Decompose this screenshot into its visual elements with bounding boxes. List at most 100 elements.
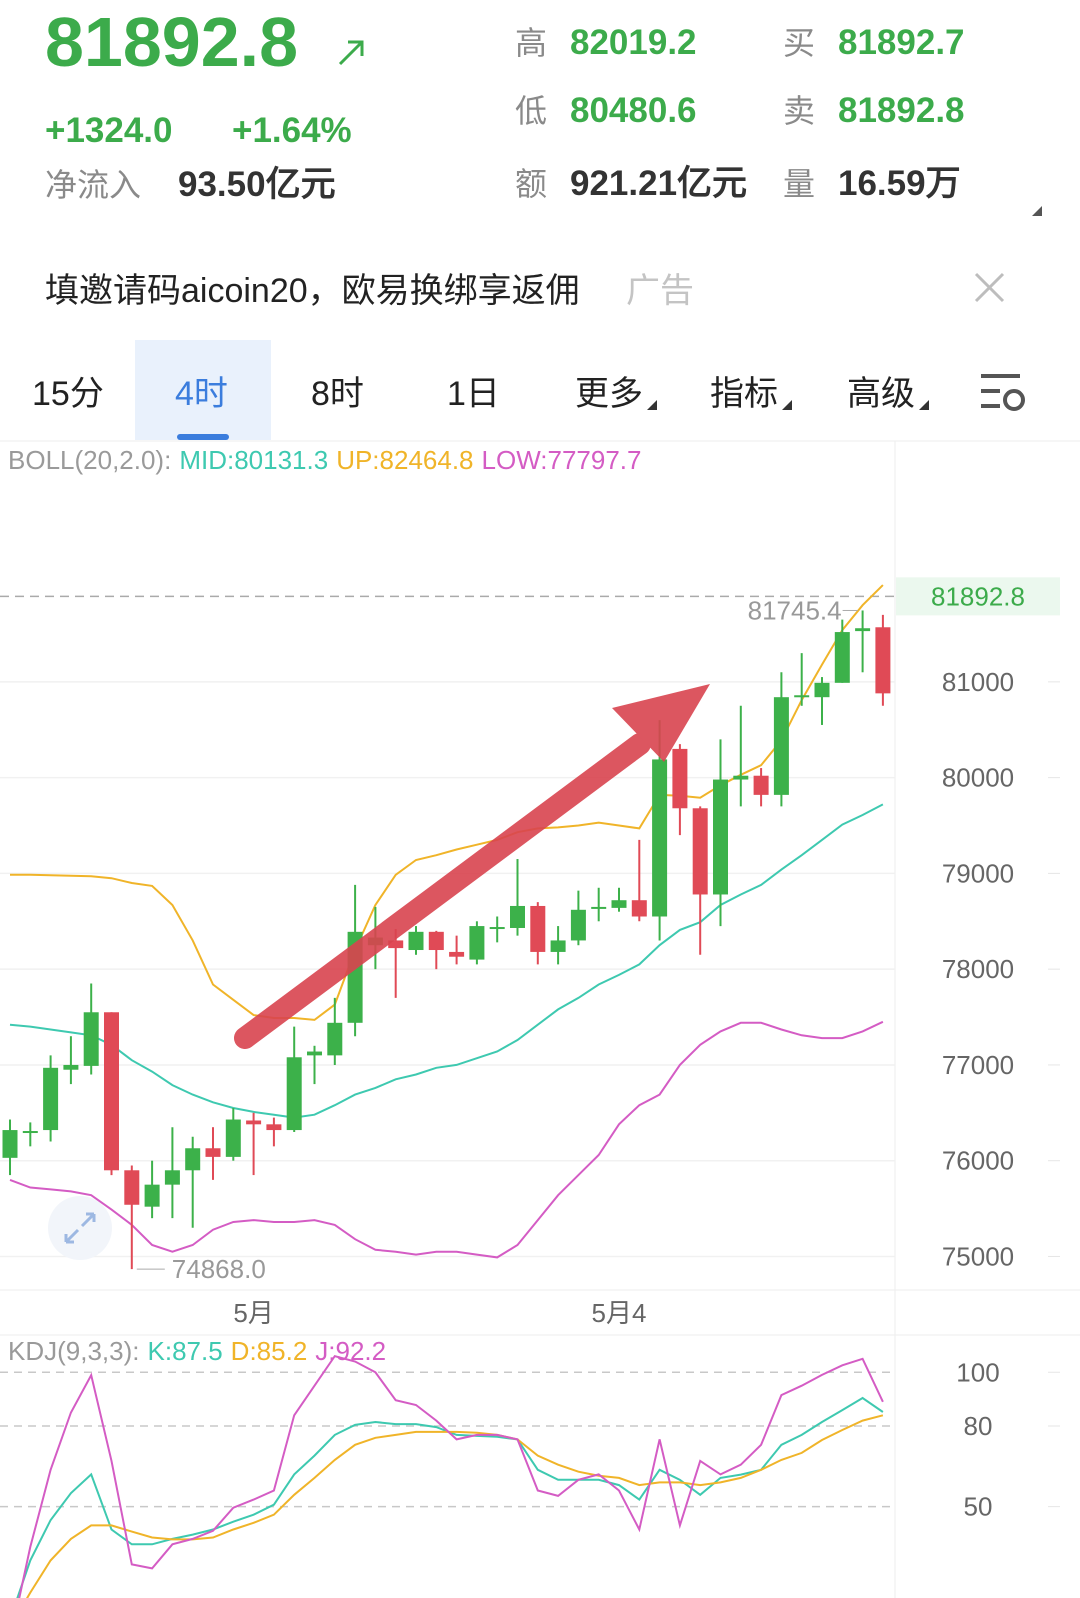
indicator-line — [9, 1020, 884, 1259]
candle-body — [246, 1120, 262, 1125]
dropdown-caret — [647, 400, 657, 410]
candle-body — [753, 775, 769, 795]
stat-value: 81892.8 — [838, 91, 965, 130]
last-price: 81892.8 — [45, 3, 298, 81]
tab[interactable]: 4时 — [175, 375, 228, 413]
dropdown-caret — [919, 400, 929, 410]
ad-tag: 广告 — [626, 272, 694, 310]
stat-label: 额 — [515, 166, 547, 202]
candle-body — [164, 1170, 180, 1185]
stat-value: 921.21亿元 — [570, 164, 747, 203]
candle-body — [794, 695, 810, 698]
stat-label: 买 — [783, 25, 815, 61]
candle-body — [449, 951, 465, 957]
active-tab-bg — [135, 340, 271, 440]
y-tick-label: 79000 — [942, 858, 1014, 888]
candle-body — [672, 748, 688, 809]
candle-body — [286, 1057, 302, 1131]
price-change: +1324.0 — [45, 111, 173, 150]
y-tick-label: 50 — [964, 1492, 993, 1522]
candle-body — [63, 1064, 79, 1070]
candle-body — [83, 1012, 99, 1066]
candle-body — [408, 931, 424, 951]
trend-arrow — [234, 684, 710, 1049]
tab[interactable]: 1日 — [447, 375, 500, 413]
stats: 高 82019.2 买 81892.7 低 80480.6 卖 81892.8 额 921.21亿… — [515, 23, 965, 203]
candle-body — [307, 1051, 322, 1056]
y-tick-label: 80000 — [942, 763, 1014, 793]
stat-label: 量 — [783, 166, 815, 202]
legend-entry: LOW:77797.7 — [482, 445, 642, 475]
y-tick-label: 77000 — [942, 1050, 1014, 1080]
candle-body — [773, 697, 789, 795]
candle-body — [469, 926, 485, 960]
y-tick-label: 78000 — [942, 954, 1014, 984]
legend-entry: J:92.2 — [315, 1336, 386, 1366]
candle-body — [205, 1148, 221, 1157]
settings-icon[interactable] — [981, 374, 1025, 411]
legend-entry: K:87.5 — [148, 1336, 223, 1366]
tab[interactable]: 15分 — [32, 375, 104, 413]
tab[interactable]: 8时 — [311, 375, 364, 413]
active-tab-indicator — [177, 434, 229, 440]
indicator-line — [10, 584, 884, 1021]
candle-body — [550, 940, 566, 952]
net-inflow-value: 93.50亿元 — [178, 165, 336, 204]
stat-value: 16.59万 — [838, 164, 961, 203]
indicator-line — [16, 1396, 884, 1598]
ad-text[interactable]: 填邀请码aicoin20，欧易换绑享返佣 — [45, 272, 580, 310]
candle-body — [631, 900, 647, 917]
kdj-chart: KDJ(9,3,3): K:87.5 D:85.2 J:92.2 50 80 100 — [0, 1336, 1060, 1598]
up-arrow-icon — [338, 40, 364, 66]
candle-body — [692, 808, 708, 895]
candle-body — [814, 682, 830, 698]
indicator-line — [18, 1354, 884, 1598]
expand-chart-icon[interactable] — [48, 1196, 112, 1260]
candle-body — [530, 905, 546, 952]
candle-body — [834, 632, 850, 683]
candle-body — [388, 940, 404, 949]
expand-corner[interactable] — [1032, 206, 1042, 216]
stat-label: 卖 — [783, 93, 815, 129]
legend-entry: MID:80131.3 — [179, 445, 328, 475]
indicator-name: KDJ(9,3,3): — [8, 1336, 140, 1366]
dropdown-caret — [782, 400, 792, 410]
candle-body — [266, 1124, 282, 1131]
candle-body — [733, 775, 749, 780]
candle-body — [22, 1131, 38, 1134]
stat-label: 高 — [515, 25, 547, 61]
net-inflow-label: 净流入 — [45, 167, 141, 203]
stat-label: 低 — [515, 93, 547, 129]
x-tick-label: 5月 — [233, 1298, 273, 1328]
min-label: 74868.0 — [172, 1254, 266, 1284]
candle-body — [611, 900, 627, 908]
legend-entry: D:85.2 — [231, 1336, 308, 1366]
candle-body — [570, 909, 586, 941]
price-change-pct: +1.64% — [232, 111, 352, 150]
candle-body — [144, 1184, 160, 1207]
ad-close[interactable] — [974, 272, 1005, 303]
indicator-line — [26, 1414, 884, 1598]
candle-body — [428, 931, 444, 951]
candle-body — [510, 905, 525, 928]
tab[interactable]: 高级 — [847, 375, 915, 413]
candle-body — [225, 1119, 241, 1157]
stat-value: 81892.7 — [838, 23, 965, 62]
tabs: 15分 4时 8时 1日 更多 指标 高级 — [32, 375, 929, 413]
indicator-name: BOLL(20,2.0): — [8, 445, 171, 475]
y-tick-label: 81000 — [942, 667, 1014, 697]
candle-body — [875, 627, 891, 694]
candle-body — [591, 906, 607, 909]
candle-body — [327, 1022, 343, 1056]
candle-body — [713, 779, 728, 895]
tab[interactable]: 更多 — [575, 375, 643, 413]
legend: KDJ(9,3,3): K:87.5 D:85.2 J:92.2 — [8, 1336, 386, 1366]
legend: BOLL(20,2.0): MID:80131.3 UP:82464.8 LOW:77… — [8, 445, 641, 475]
tab[interactable]: 指标 — [710, 375, 778, 413]
candle-body — [124, 1170, 140, 1205]
y-tick-label: 80 — [964, 1411, 993, 1441]
max-label: 81745.4 — [748, 595, 842, 625]
y-tick-label: 76000 — [942, 1146, 1014, 1176]
